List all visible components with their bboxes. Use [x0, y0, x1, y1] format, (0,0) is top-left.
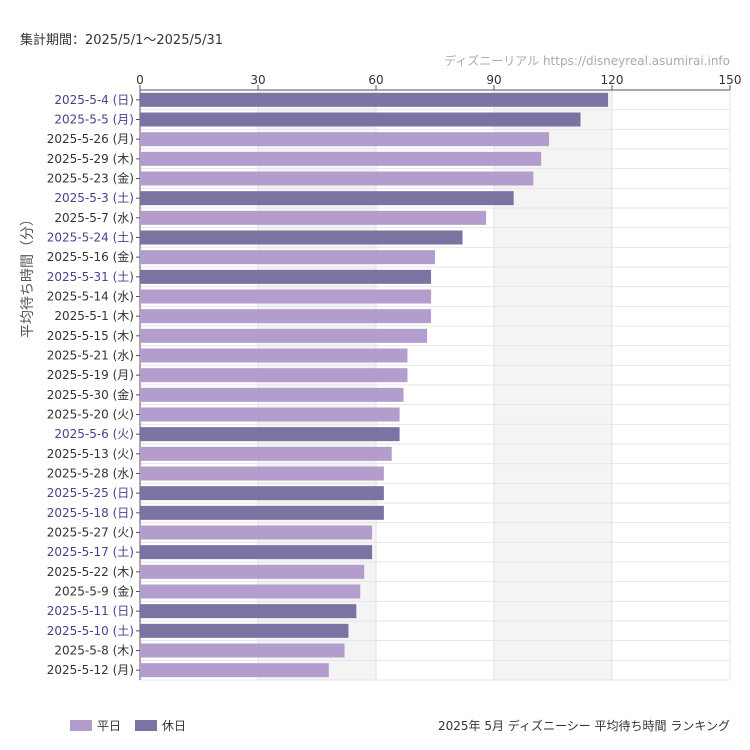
y-tick-label: 2025-5-14 (水) [47, 290, 134, 304]
y-tick-label: 2025-5-30 (金) [47, 387, 134, 402]
bar [140, 387, 404, 402]
bar [140, 151, 542, 166]
bar [140, 564, 365, 579]
y-tick-label: 2025-5-13 (火) [47, 447, 134, 461]
y-tick-label: 2025-5-8 (木) [54, 644, 134, 658]
bar [140, 643, 345, 658]
y-axis-title: 平均待ち時間（分） [20, 212, 36, 338]
y-tick-label: 2025-5-4 (日) [54, 93, 134, 107]
bar [140, 132, 550, 147]
x-tick-label: 0 [136, 73, 144, 87]
legend-label: 平日 [97, 719, 122, 733]
y-tick-label: 2025-5-20 (火) [47, 408, 134, 422]
y-tick-label: 2025-5-27 (火) [47, 526, 134, 540]
y-tick-label: 2025-5-16 (金) [47, 249, 134, 264]
y-tick-label: 2025-5-19 (月) [47, 368, 134, 382]
y-tick-label: 2025-5-1 (木) [54, 309, 134, 323]
bar [140, 210, 487, 225]
bar [140, 525, 373, 540]
legend-swatch [70, 720, 92, 731]
bar [140, 368, 408, 383]
y-tick-label: 2025-5-25 (日) [47, 486, 134, 500]
y-tick-label: 2025-5-26 (月) [47, 132, 134, 146]
y-tick-label: 2025-5-28 (水) [47, 467, 134, 481]
y-tick-label: 2025-5-6 (火) [54, 427, 134, 441]
x-tick-label: 60 [368, 73, 383, 87]
chart-footer-title: 2025年 5月 ディズニーシー 平均待ち時間 ランキング [438, 719, 730, 733]
bar [140, 250, 435, 265]
y-tick-label: 2025-5-24 (土) [47, 231, 134, 245]
bar [140, 545, 373, 560]
y-tick-label: 2025-5-12 (月) [47, 663, 134, 677]
y-tick-label: 2025-5-22 (木) [47, 565, 134, 579]
y-tick-label: 2025-5-21 (水) [47, 349, 134, 363]
bar [140, 230, 463, 245]
y-tick-label: 2025-5-15 (木) [47, 329, 134, 343]
y-tick-label: 2025-5-17 (土) [47, 545, 134, 559]
bar [140, 348, 408, 363]
bar [140, 191, 514, 206]
bar [140, 466, 384, 481]
bar [140, 171, 534, 186]
legend-swatch [135, 720, 158, 731]
bar [140, 92, 609, 107]
y-tick-label: 2025-5-3 (土) [54, 191, 134, 205]
y-tick-label: 2025-5-23 (金) [47, 171, 134, 186]
x-tick-label: 120 [601, 73, 624, 87]
legend-item-weekday[interactable]: 平日 [70, 717, 121, 734]
y-tick-label: 2025-5-31 (土) [47, 270, 134, 284]
x-tick-label: 90 [486, 73, 501, 87]
y-tick-label: 2025-5-7 (水) [54, 211, 134, 225]
bar [140, 663, 329, 678]
bar [140, 446, 392, 461]
y-tick-label: 2025-5-18 (日) [47, 506, 134, 520]
period-label: 集計期間：2025/5/1～2025/5/31 [20, 33, 224, 48]
legend-item-holiday[interactable]: 休日 [135, 717, 186, 734]
y-tick-label: 2025-5-5 (月) [54, 113, 134, 127]
bar [140, 584, 361, 599]
bar [140, 505, 384, 520]
y-tick-label: 2025-5-11 (日) [47, 604, 134, 618]
bar [140, 328, 428, 343]
bar [140, 427, 400, 442]
bar [140, 269, 432, 284]
bar [140, 623, 349, 638]
x-tick-label: 30 [250, 73, 265, 87]
credit-text: ディズニーリアル https://disneyreal.asumirai.inf… [444, 54, 730, 68]
bar [140, 112, 581, 127]
legend: 平日 休日 [70, 717, 186, 734]
bar [140, 309, 432, 324]
y-tick-label: 2025-5-9 (金) [54, 584, 134, 599]
bar [140, 604, 357, 619]
bar [140, 486, 384, 501]
bar [140, 407, 400, 422]
bar [140, 289, 432, 304]
legend-label: 休日 [162, 719, 187, 733]
y-tick-label: 2025-5-10 (土) [47, 624, 134, 638]
y-tick-label: 2025-5-29 (木) [47, 152, 134, 166]
x-tick-label: 150 [719, 73, 742, 87]
